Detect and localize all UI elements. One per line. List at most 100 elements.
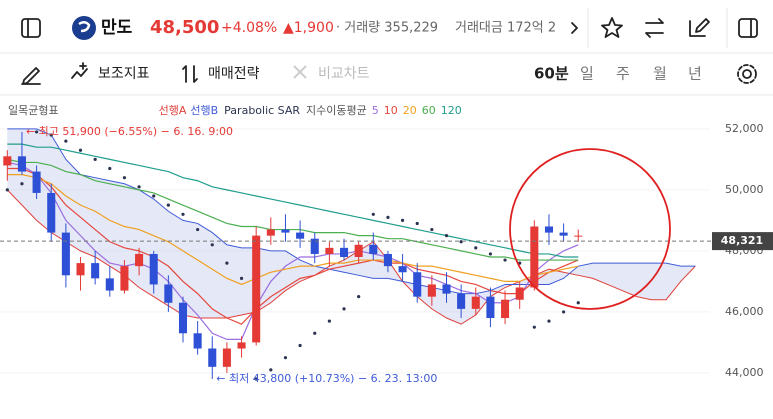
candle-body: [91, 263, 100, 279]
candle-body: [32, 171, 41, 193]
sar-dot: [210, 243, 214, 247]
candle-body: [252, 235, 261, 343]
sar-dot: [576, 301, 580, 305]
sar-dot: [327, 319, 331, 323]
candle-body: [427, 284, 436, 297]
cloud-fill: [7, 128, 696, 325]
sar-dot: [562, 310, 566, 314]
current-price-box: [712, 232, 773, 251]
candle-body: [281, 229, 290, 233]
sar-dot: [400, 218, 405, 222]
sar-dot: [532, 325, 536, 329]
candle-body: [501, 299, 510, 319]
sar-dot: [166, 203, 170, 207]
sar-dot: [239, 276, 244, 280]
candle-body: [61, 232, 70, 276]
y-tick-label: 46,000: [725, 305, 764, 318]
legend-item: 60: [422, 104, 436, 117]
sar-dot: [357, 295, 361, 299]
candle-body: [457, 293, 466, 309]
sar-dot: [459, 240, 463, 244]
candle-body: [296, 232, 305, 239]
draw-tool[interactable]: [21, 67, 41, 85]
candle-body: [544, 226, 553, 233]
period[interactable]: 주: [616, 65, 630, 83]
strategy-icon[interactable]: [182, 65, 198, 83]
span-b-line: [7, 128, 696, 295]
sar-dot: [415, 221, 419, 226]
sar-dot: [269, 368, 273, 372]
highlight-circle: [509, 148, 671, 310]
compare-icon: [293, 65, 307, 79]
candle-body: [515, 287, 524, 300]
sar-dot: [371, 212, 375, 216]
volume: · 거래량 355,229: [336, 21, 438, 36]
candle-body: [398, 266, 407, 273]
candle-body: [237, 342, 246, 349]
y-tick-label: 52,000: [725, 122, 764, 135]
panel-toggle[interactable]: [21, 18, 41, 38]
sar-dot: [444, 234, 449, 238]
ema-line: [7, 158, 579, 261]
legend-item: 선행A: [159, 104, 187, 117]
sar-dot: [283, 356, 288, 360]
sar-dot: [152, 194, 156, 198]
sar-dot: [122, 176, 127, 180]
sar-dot: [5, 188, 9, 192]
candle-body: [3, 156, 12, 166]
ema-line: [7, 174, 579, 286]
legend-item: 일목균형표: [8, 103, 59, 117]
legend-item: 5: [372, 104, 379, 117]
sar-dot: [430, 227, 434, 232]
period[interactable]: 년: [688, 65, 702, 83]
period[interactable]: 60분: [534, 65, 569, 83]
side-panel[interactable]: [738, 18, 758, 38]
strategy[interactable]: 매매전략: [208, 66, 260, 82]
sar-dot: [78, 148, 83, 152]
current-price-label: 48,321: [721, 234, 763, 247]
sar-dot: [108, 166, 112, 171]
candle-body: [178, 302, 188, 334]
candle-body: [369, 244, 378, 254]
edit[interactable]: [689, 18, 710, 37]
candle-body: [574, 235, 583, 237]
candle-body: [486, 296, 495, 319]
stock-name: 만도: [101, 18, 133, 38]
indicators[interactable]: 보조지표: [98, 66, 150, 82]
candle-body: [17, 156, 26, 172]
more[interactable]: [571, 22, 578, 34]
sar-dot: [225, 261, 229, 265]
sar-dot: [34, 130, 39, 134]
sar-dot: [386, 215, 390, 219]
candle-body: [135, 253, 144, 267]
ema-line: [7, 143, 579, 258]
sar-dot: [196, 227, 200, 232]
legend-item: 지수이동평균: [306, 104, 367, 117]
candle-body: [354, 244, 363, 257]
y-tick-label: 50,000: [725, 183, 764, 196]
indicator-icon[interactable]: [71, 62, 88, 79]
change: ▲1,900: [283, 20, 334, 36]
period[interactable]: 일: [580, 65, 594, 83]
sar-dot: [313, 331, 317, 335]
sar-dot: [488, 252, 493, 256]
ema-line: [7, 167, 579, 325]
legend-item: 선행B: [190, 104, 218, 117]
sar-dot: [20, 182, 24, 186]
candle-body: [266, 229, 275, 236]
period[interactable]: 월: [653, 65, 667, 83]
amount: 거래대금 172억 2: [455, 21, 556, 36]
sar-dot: [254, 377, 258, 381]
legend-item: Parabolic SAR: [224, 104, 300, 117]
sar-dot: [342, 307, 346, 311]
plot: [0, 128, 710, 381]
candle-body: [208, 348, 217, 367]
candle-body: [120, 266, 129, 291]
favorite[interactable]: [601, 17, 623, 38]
swap[interactable]: [645, 18, 664, 38]
sar-dot: [93, 157, 97, 161]
settings[interactable]: [737, 64, 757, 84]
